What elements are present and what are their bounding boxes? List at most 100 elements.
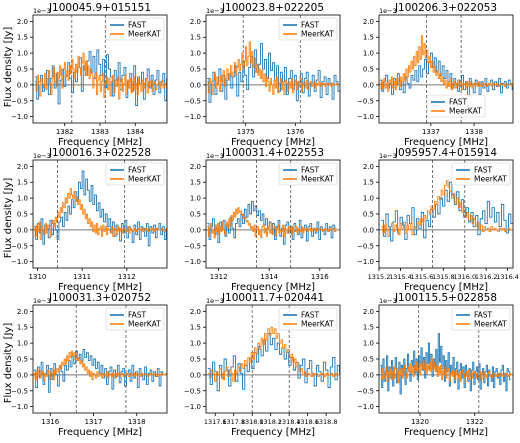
y-tick-label: 2.0 <box>190 308 201 316</box>
legend-label-meerkat: MeerKAT <box>449 107 482 116</box>
legend-label-fast: FAST <box>128 21 147 30</box>
x-tick-label: 1310 <box>29 273 47 281</box>
y-tick-label: 0.0 <box>190 371 201 379</box>
y-tick-label: 1.5 <box>17 179 28 187</box>
series-meerkat <box>34 52 167 100</box>
x-tick-label: 1314 <box>260 273 278 281</box>
x-axis-label: Frequency [MHz] <box>231 282 315 293</box>
x-axis-label: Frequency [MHz] <box>404 282 488 293</box>
y-tick-label: 0.0 <box>190 81 201 89</box>
y-tick-label: 1.0 <box>190 340 201 348</box>
y-tick-label: 2.0 <box>190 163 201 171</box>
y-tick-label: 0.0 <box>190 226 201 234</box>
x-axis-label: Frequency [MHz] <box>58 137 142 148</box>
legend-label-meerkat: MeerKAT <box>301 175 334 184</box>
y-tick-label: −1.0 <box>184 403 201 411</box>
y-tick-label: 1.5 <box>17 324 28 332</box>
y-tick-label: 0.5 <box>363 66 374 74</box>
y-tick-label: 1.5 <box>190 179 201 187</box>
y-tick-label: 1.0 <box>363 340 374 348</box>
y-exponent: 1e−3 <box>33 7 51 15</box>
y-tick-label: 0.0 <box>17 371 28 379</box>
x-tick-label: 1318 <box>128 418 146 426</box>
panel-title: J100031.4+022553 <box>221 147 324 159</box>
series-fast <box>33 349 165 393</box>
ylabel-row3: Flux density [Jy] <box>3 323 14 404</box>
legend-label-fast: FAST <box>449 98 468 107</box>
y-tick-label: 2.0 <box>363 163 374 171</box>
y-tick-label: −0.5 <box>184 387 201 395</box>
plot-area <box>33 15 167 123</box>
y-tick-label: 0.5 <box>17 66 28 74</box>
panel-title: J100206.3+022053 <box>394 2 497 14</box>
x-tick-label: 1320 <box>411 418 429 426</box>
legend-label-fast: FAST <box>301 21 320 30</box>
y-tick-label: −0.5 <box>184 242 201 250</box>
x-tick-label: 1337 <box>422 128 440 136</box>
y-tick-label: 2.0 <box>17 163 28 171</box>
panel-title: J100115.5+022858 <box>394 292 497 304</box>
y-tick-label: −0.5 <box>11 387 28 395</box>
legend-label-fast: FAST <box>474 166 493 175</box>
y-exponent: 1e−3 <box>206 152 224 160</box>
panel-title: J100011.7+020441 <box>221 292 324 304</box>
x-tick-label: 1316 <box>311 273 329 281</box>
y-tick-label: −0.5 <box>357 97 374 105</box>
y-tick-label: 1.0 <box>190 195 201 203</box>
legend-label-fast: FAST <box>128 166 147 175</box>
x-tick-label: 1318.6 <box>296 418 319 426</box>
y-tick-label: −0.5 <box>11 97 28 105</box>
y-tick-label: 2.0 <box>190 18 201 26</box>
series-meerkat <box>379 35 513 92</box>
y-tick-label: 1.0 <box>363 195 374 203</box>
x-tick-label: 1384 <box>126 128 144 136</box>
legend-label-fast: FAST <box>301 311 320 320</box>
y-tick-label: 1.5 <box>363 179 374 187</box>
y-exponent: 1e−3 <box>379 297 397 305</box>
x-tick-label: 1318.4 <box>278 418 301 426</box>
y-tick-label: −0.5 <box>11 242 28 250</box>
series-meerkat <box>381 180 513 237</box>
x-tick-label: 1315.2 <box>368 273 391 281</box>
series-meerkat <box>207 326 340 382</box>
y-tick-label: 1.5 <box>17 34 28 42</box>
x-tick-label: 1318.0 <box>241 418 264 426</box>
panel-title: J095957.4+015914 <box>394 147 497 159</box>
x-tick-label: 1375 <box>237 128 255 136</box>
x-tick-label: 1318.2 <box>259 418 282 426</box>
y-tick-label: −1.0 <box>184 258 201 266</box>
y-exponent: 1e−3 <box>379 152 397 160</box>
y-tick-label: 0.0 <box>17 81 28 89</box>
y-tick-label: 0.5 <box>363 356 374 364</box>
x-tick-label: 1317.8 <box>222 418 245 426</box>
y-tick-label: 0.5 <box>190 211 201 219</box>
x-tick-label: 1312 <box>210 273 228 281</box>
x-axis-label: Frequency [MHz] <box>58 427 142 438</box>
panel-title: J100016.3+022528 <box>48 147 151 159</box>
series-fast <box>207 333 340 392</box>
x-axis-label: Frequency [MHz] <box>231 427 315 438</box>
x-tick-label: 1316.4 <box>496 273 519 281</box>
series-meerkat <box>33 188 167 240</box>
y-tick-label: 1.0 <box>190 50 201 58</box>
x-tick-label: 1318.8 <box>315 418 338 426</box>
y-tick-label: −1.0 <box>11 403 28 411</box>
y-tick-label: −1.0 <box>184 113 201 121</box>
series-meerkat <box>206 41 339 95</box>
y-tick-label: 0.0 <box>363 226 374 234</box>
y-tick-label: 1.5 <box>190 324 201 332</box>
y-tick-label: −0.5 <box>184 97 201 105</box>
panel-title: J100031.3+020752 <box>48 292 151 304</box>
x-tick-label: 1315.4 <box>389 273 412 281</box>
x-tick-label: 1338 <box>465 128 483 136</box>
plot-area <box>206 15 340 123</box>
y-tick-label: 0.0 <box>363 81 374 89</box>
y-tick-label: 2.0 <box>17 308 28 316</box>
